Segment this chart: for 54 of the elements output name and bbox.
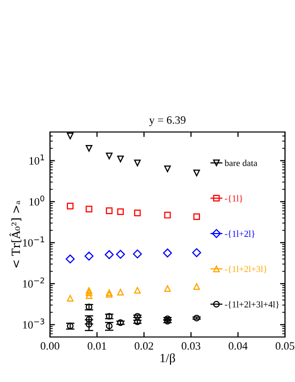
point (134, 210, 141, 216)
point (117, 288, 124, 296)
legend-label: -{1l} (224, 195, 242, 203)
y-axis-title: < Tr[Â₀²] >ₐ (10, 200, 22, 268)
point (193, 170, 200, 176)
y-tick-label: 10$^{−2}$ (23, 277, 44, 288)
x-tick-label: 0.02 (134, 342, 154, 350)
x-tick-label: 0.01 (88, 342, 106, 350)
point (86, 287, 92, 294)
point (192, 248, 202, 258)
y-tick-label: 10$^{−3}$ (23, 318, 44, 329)
point (193, 213, 200, 220)
point (106, 207, 113, 214)
point (134, 318, 141, 326)
point (86, 320, 92, 328)
x-tick-label: 0.00 (40, 342, 60, 350)
point (164, 285, 171, 292)
legend-label: bare data (224, 160, 258, 166)
point (117, 319, 124, 326)
x-tick-label: 0.04 (228, 342, 248, 350)
point (193, 314, 200, 322)
point (86, 206, 92, 212)
point (66, 132, 74, 140)
point (66, 202, 74, 210)
x-tick-label: 0.05 (276, 342, 294, 350)
point (134, 286, 141, 294)
chart-title: y = 6.39 (149, 116, 186, 126)
point (132, 249, 142, 258)
point (106, 152, 113, 160)
point (117, 156, 124, 162)
point (164, 166, 171, 172)
point (86, 144, 92, 152)
legend-label: -{1l+2l+3l} (224, 266, 267, 274)
y-tick-label: 10$^{0}$ (30, 195, 44, 206)
point (66, 254, 75, 264)
x-tick-label: 0.03 (182, 342, 200, 350)
point (84, 252, 94, 261)
legend-label: -{1l+2l} (224, 230, 255, 238)
point (164, 212, 171, 218)
point (134, 312, 141, 320)
legend-label: -{1l+2l+3l+4l} (224, 301, 279, 309)
point (193, 283, 200, 290)
x-axis-title: 1/β (160, 353, 176, 365)
point (163, 248, 172, 258)
point (104, 250, 114, 260)
point (86, 289, 92, 296)
point (116, 250, 125, 259)
y-tick-label: 10$^{1}$ (30, 154, 44, 165)
point (134, 160, 141, 166)
point (117, 208, 124, 215)
point (66, 294, 74, 302)
point (86, 292, 92, 299)
point (164, 315, 171, 322)
y-tick-label: 10$^{−1}$ (23, 236, 44, 247)
